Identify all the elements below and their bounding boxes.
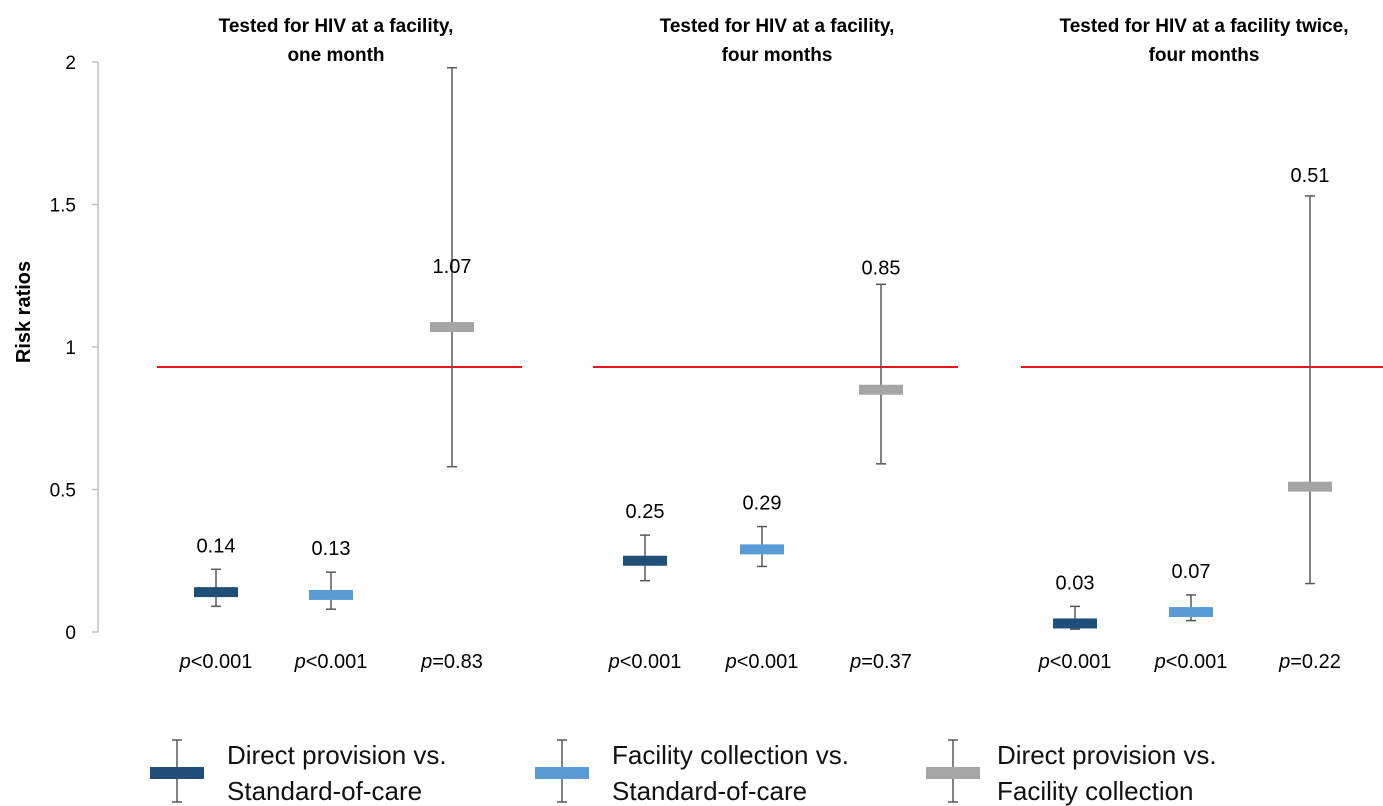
- legend-item-2: Facility collection vs. Standard-of-care: [535, 739, 849, 806]
- panel-2: Tested for HIV at a facility, four months…: [593, 16, 958, 673]
- point-estimate: [859, 384, 903, 395]
- y-tick-label: 1.5: [50, 196, 76, 217]
- legend-label: Direct provision vs.: [227, 740, 447, 770]
- p-value-label: p<0.001: [1154, 651, 1228, 673]
- panel-title: four months: [1149, 45, 1260, 66]
- y-tick-label: 0: [65, 623, 76, 644]
- p-value-label: p<0.001: [179, 651, 253, 673]
- p-value-label: p<0.001: [1038, 651, 1112, 673]
- panel-1: Tested for HIV at a facility, one month 0.…: [157, 16, 522, 673]
- legend-label: Facility collection: [997, 776, 1194, 806]
- y-tick-label: 2: [65, 53, 76, 74]
- p-value-label: p=0.37: [849, 651, 912, 673]
- panel-title: Tested for HIV at a facility,: [219, 16, 454, 37]
- y-tick-label: 1: [65, 338, 76, 359]
- point-estimate: [623, 555, 667, 566]
- point-estimate: [1169, 607, 1213, 618]
- value-label: 0.29: [743, 493, 782, 515]
- point-estimate: [740, 544, 784, 555]
- value-label: 0.07: [1172, 561, 1211, 583]
- p-value-label: p<0.001: [294, 651, 368, 673]
- panel-title: four months: [722, 45, 833, 66]
- legend-label: Standard-of-care: [227, 776, 422, 806]
- point-estimate: [1053, 618, 1097, 629]
- y-axis: 0 0.5 1 1.5 2 Risk ratios: [13, 53, 99, 644]
- legend-item-3: Direct provision vs. Facility collection: [926, 739, 1217, 806]
- value-label: 0.25: [626, 501, 665, 523]
- y-tick-label: 0.5: [50, 481, 76, 502]
- panel-title: Tested for HIV at a facility,: [660, 16, 895, 37]
- panel-3: Tested for HIV at a facility twice, four …: [1021, 16, 1383, 673]
- p-value-label: p=0.83: [420, 651, 483, 673]
- panel-title: Tested for HIV at a facility twice,: [1060, 16, 1349, 37]
- p-value-label: p=0.22: [1278, 651, 1341, 673]
- legend-swatch: [150, 767, 204, 779]
- y-axis-label: Risk ratios: [13, 261, 35, 363]
- chart-panels: Tested for HIV at a facility, one month 0.…: [157, 16, 1383, 673]
- point-estimate: [194, 587, 238, 598]
- legend-swatch: [926, 767, 980, 779]
- panel-title: one month: [287, 45, 384, 66]
- point-estimate: [430, 322, 474, 333]
- p-value-label: p<0.001: [608, 651, 682, 673]
- legend-label: Standard-of-care: [612, 776, 807, 806]
- legend: Direct provision vs.Standard-of-careFaci…: [150, 739, 1217, 806]
- legend-label: Direct provision vs.: [997, 740, 1217, 770]
- p-value-label: p<0.001: [725, 651, 799, 673]
- legend-label: Facility collection vs.: [612, 740, 849, 770]
- legend-swatch: [535, 767, 589, 779]
- value-label: 0.13: [312, 538, 351, 560]
- legend-item-1: Direct provision vs. Standard-of-care: [150, 739, 447, 806]
- point-estimate: [309, 589, 353, 600]
- value-label: 1.07: [433, 256, 472, 278]
- value-label: 0.14: [197, 535, 236, 557]
- value-label: 0.03: [1056, 572, 1095, 594]
- value-label: 0.51: [1291, 165, 1330, 187]
- value-label: 0.85: [862, 257, 901, 279]
- point-estimate: [1288, 481, 1332, 492]
